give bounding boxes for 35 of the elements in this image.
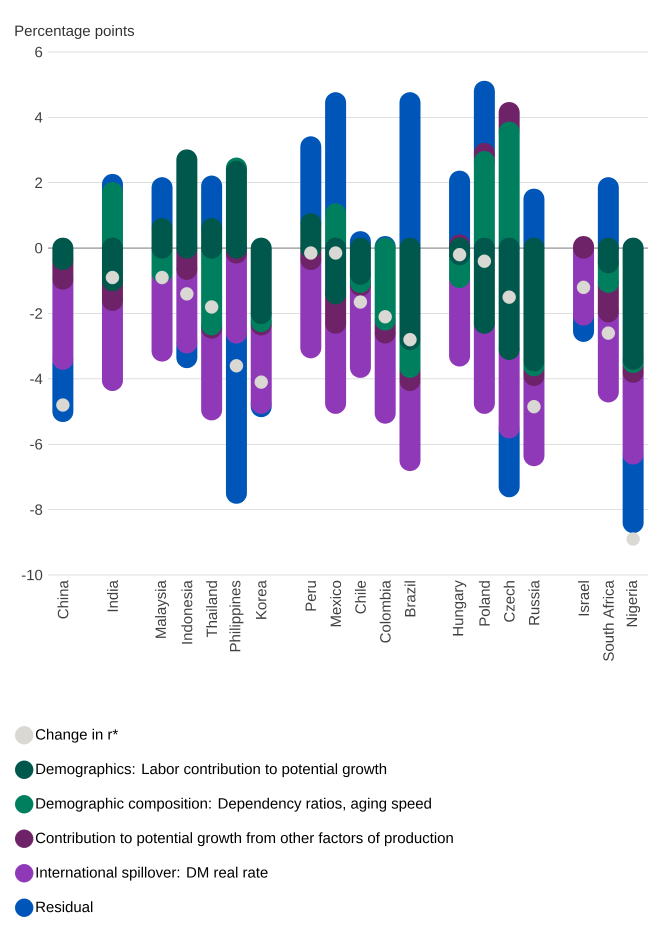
x-tick-label: South Africa <box>602 580 614 661</box>
x-tick-label: Chile <box>354 580 366 614</box>
legend-label: Change in r* <box>36 728 118 743</box>
legend-label: International spillover: DM real rate <box>36 866 268 881</box>
x-tick-label: Thailand <box>206 581 218 638</box>
x-tick-label: Peru <box>306 581 316 611</box>
y-tick-label: 4 <box>34 112 42 123</box>
y-tick-label: -6 <box>30 438 42 450</box>
x-tick-label: China <box>57 580 68 618</box>
y-tick-label: 0 <box>35 242 42 254</box>
x-tick-label: Indonesia <box>181 580 192 644</box>
y-tick-label: -2 <box>30 308 42 319</box>
x-tick-label: Korea <box>256 580 266 619</box>
x-tick-label: Czech <box>504 581 515 622</box>
x-tick-label: India <box>106 580 118 612</box>
x-tick-label: Philippines <box>229 580 244 652</box>
x-tick-label: Brazil <box>404 581 416 616</box>
y-tick-label: -10 <box>22 570 42 580</box>
y-tick-label: -4 <box>30 374 42 384</box>
x-tick-label: Colombia <box>380 580 391 643</box>
x-tick-label: Israel <box>578 581 590 616</box>
y-tick-label: 2 <box>35 178 42 188</box>
x-tick-label: Mexico <box>330 580 342 626</box>
x-tick-label: Poland <box>478 581 490 626</box>
y-tick-label: 6 <box>35 46 42 58</box>
x-tick-label: Malaysia <box>155 580 170 638</box>
legend-label: Contribution to potential growth from other factors of production <box>36 832 453 846</box>
y-tick-label: -8 <box>30 504 42 515</box>
y-axis-title: Percentage points <box>15 25 134 39</box>
x-tick-label: Nigeria <box>626 580 640 626</box>
legend-label: Residual <box>36 901 92 912</box>
legend-label: Demographic composition: Dependency ratios, aging speed <box>36 798 431 812</box>
x-tick-label: Hungary <box>452 580 466 636</box>
x-tick-label: Russia <box>528 580 540 625</box>
legend-label: Demographics: Labor contribution to potential growth <box>36 763 386 778</box>
